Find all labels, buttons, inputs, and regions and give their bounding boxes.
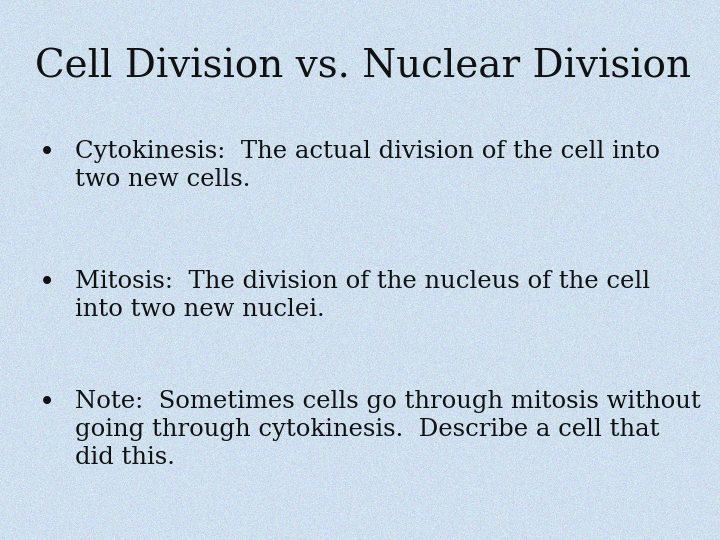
Text: Note:  Sometimes cells go through mitosis without: Note: Sometimes cells go through mitosis… xyxy=(75,390,701,413)
Text: Mitosis:  The division of the nucleus of the cell: Mitosis: The division of the nucleus of … xyxy=(75,270,650,293)
Text: Cell Division vs. Nuclear Division: Cell Division vs. Nuclear Division xyxy=(35,48,691,85)
Text: two new cells.: two new cells. xyxy=(75,168,251,191)
Text: •: • xyxy=(39,390,55,417)
Text: going through cytokinesis.  Describe a cell that: going through cytokinesis. Describe a ce… xyxy=(75,418,660,441)
Text: •: • xyxy=(39,270,55,297)
Text: into two new nuclei.: into two new nuclei. xyxy=(75,298,325,321)
Text: Cytokinesis:  The actual division of the cell into: Cytokinesis: The actual division of the … xyxy=(75,140,660,163)
Text: did this.: did this. xyxy=(75,446,175,469)
Text: •: • xyxy=(39,140,55,167)
